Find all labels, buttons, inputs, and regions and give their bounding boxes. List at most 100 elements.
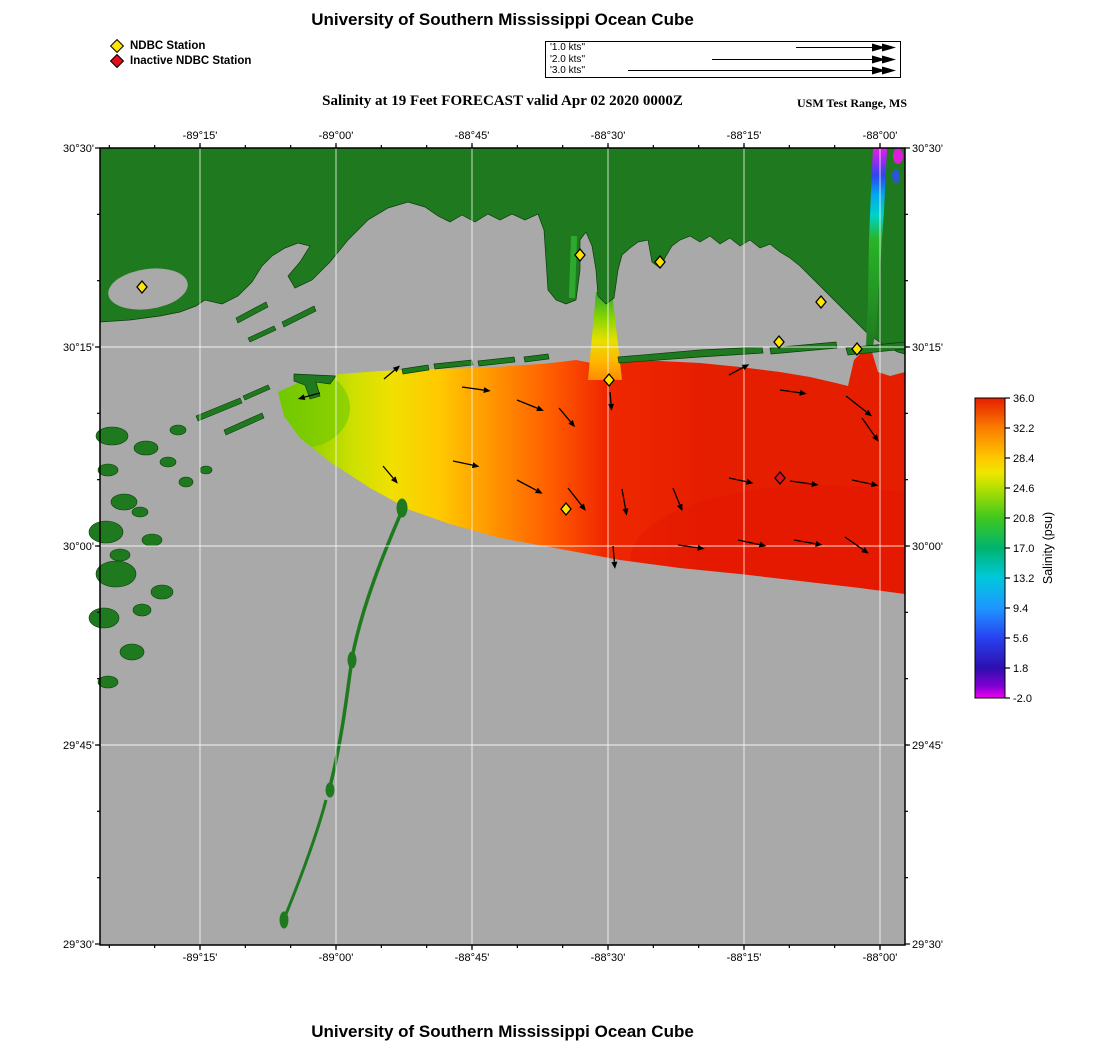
velocity-scale-row-3: '3.0 kts'' xyxy=(546,65,900,77)
velocity-vector xyxy=(728,364,750,376)
velocity-scale-label-2: '2.0 kts'' xyxy=(550,53,586,65)
y-tick-label-right: 29°45' xyxy=(912,740,943,752)
velocity-vector xyxy=(383,365,401,380)
x-tick-label-bottom: -88°00' xyxy=(863,952,898,964)
mobile-bay-plume xyxy=(866,148,903,346)
velocity-vector xyxy=(861,417,879,442)
x-tick-label-bottom: -88°15' xyxy=(727,952,762,964)
velocity-scale-row-1: '1.0 kts'' xyxy=(546,42,900,54)
velocity-vector xyxy=(608,391,615,411)
velocity-vector xyxy=(677,544,705,551)
ndbc-station-marker xyxy=(603,372,615,388)
velocity-vector xyxy=(621,488,629,516)
velocity-vector xyxy=(728,477,754,485)
colorbar-gradient xyxy=(974,397,1006,699)
colorbar-tick-label: 5.6 xyxy=(1013,633,1028,645)
velocity-vector xyxy=(789,480,819,488)
x-tick-label-bottom: -89°00' xyxy=(319,952,354,964)
velocity-arrow-1kt-icon xyxy=(796,43,896,52)
colorbar-tick-label: 28.4 xyxy=(1013,453,1034,465)
velocity-vector xyxy=(558,407,576,428)
y-tick-label-left: 30°15' xyxy=(63,342,94,354)
velocity-arrow-2kt-icon xyxy=(712,55,896,64)
velocity-scale-label-1: '1.0 kts'' xyxy=(550,42,586,54)
velocity-vector xyxy=(382,465,398,484)
ndbc-station-marker xyxy=(654,254,666,270)
river-plume xyxy=(588,292,622,380)
inactive-ndbc-station-marker xyxy=(774,470,786,486)
y-tick-label-right: 30°15' xyxy=(912,342,943,354)
colorbar-title: Salinity (psu) xyxy=(1041,512,1055,584)
land-mass xyxy=(99,147,906,355)
colorbar-tick-label: 36.0 xyxy=(1013,393,1034,405)
velocity-arrow-3kt-icon xyxy=(628,66,896,75)
x-tick-label-top: -88°00' xyxy=(863,130,898,142)
velocity-scale-label-3: '3.0 kts'' xyxy=(550,65,586,77)
velocity-vector xyxy=(516,479,543,494)
velocity-vector xyxy=(845,395,873,417)
grid-layer xyxy=(100,148,905,945)
ndbc-station-marker xyxy=(773,334,785,350)
x-tick-label-top: -88°15' xyxy=(727,130,762,142)
y-tick-label-right: 29°30' xyxy=(912,939,943,951)
colorbar: Salinity (psu) 36.0 32.2 28.4 24.6 20.8 17.0 1… xyxy=(974,393,1055,705)
colorbar-tick-label: 17.0 xyxy=(1013,543,1034,555)
velocity-vector xyxy=(516,399,544,412)
ndbc-station-marker xyxy=(815,294,827,310)
colorbar-tick-label: 13.2 xyxy=(1013,573,1034,585)
velocity-vector xyxy=(779,389,807,396)
x-tick-label-top: -89°15' xyxy=(183,130,218,142)
legend-row-inactive-ndbc: Inactive NDBC Station xyxy=(109,53,252,68)
colorbar-tick-label: 9.4 xyxy=(1013,603,1028,615)
ndbc-station-label: NDBC Station xyxy=(130,39,206,52)
forecast-subtitle: Salinity at 19 Feet FORECAST valid Apr 0… xyxy=(322,93,683,109)
inactive-station-label: Inactive NDBC Station xyxy=(130,54,252,67)
stations-layer xyxy=(136,247,863,517)
x-tick-label-bottom: -89°15' xyxy=(183,952,218,964)
barrier-islands xyxy=(293,341,906,400)
velocity-vector xyxy=(567,487,586,511)
x-tick-label-bottom: -88°45' xyxy=(455,952,490,964)
chandeleur-islands xyxy=(279,498,408,929)
map-frame xyxy=(99,147,906,946)
colorbar-tick-label: 20.8 xyxy=(1013,513,1034,525)
marsh-islands xyxy=(88,301,317,689)
colorbar-tick-label: -2.0 xyxy=(1013,693,1032,705)
colorbar-tick-label: 1.8 xyxy=(1013,663,1028,675)
velocity-vector xyxy=(452,460,480,469)
velocity-scale-legend: '1.0 kts'' '2.0 kts'' '3.0 kts'' xyxy=(545,41,901,78)
x-tick-label-top: -88°45' xyxy=(455,130,490,142)
colorbar-tick-label: 32.2 xyxy=(1013,423,1034,435)
x-tick-label-top: -88°30' xyxy=(591,130,626,142)
y-tick-label-left: 29°45' xyxy=(63,740,94,752)
velocity-scale-row-2: '2.0 kts'' xyxy=(546,54,900,66)
velocity-vector xyxy=(851,479,879,488)
y-tick-label-right: 30°00' xyxy=(912,541,943,553)
x-tick-label-top: -89°00' xyxy=(319,130,354,142)
y-tick-label-left: 30°30' xyxy=(63,143,94,155)
station-legend: NDBC Station Inactive NDBC Station xyxy=(109,38,252,68)
velocity-vector xyxy=(672,487,683,512)
velocity-vector xyxy=(793,539,823,547)
vectors-layer xyxy=(297,364,879,569)
velocity-vector xyxy=(297,392,321,401)
x-tick-label-bottom: -88°30' xyxy=(591,952,626,964)
range-label: USM Test Range, MS xyxy=(796,96,907,110)
inland-bay-water xyxy=(108,268,188,310)
page-title: University of Southern Mississippi Ocean… xyxy=(311,10,694,29)
ndbc-station-marker xyxy=(574,247,586,263)
velocity-vector xyxy=(611,545,618,569)
y-tick-label-left: 30°00' xyxy=(63,541,94,553)
ndbc-station-marker xyxy=(851,341,863,357)
velocity-vector xyxy=(737,539,767,548)
colorbar-tick-label: 24.6 xyxy=(1013,483,1034,495)
ndbc-station-marker xyxy=(136,279,148,295)
y-tick-label-left: 29°30' xyxy=(63,939,94,951)
y-tick-label-right: 30°30' xyxy=(912,143,943,155)
velocity-vector xyxy=(844,536,869,554)
legend-row-ndbc: NDBC Station xyxy=(109,38,251,53)
ndbc-station-marker xyxy=(560,501,572,517)
page-title-bottom: University of Southern Mississippi Ocean… xyxy=(311,1022,694,1041)
